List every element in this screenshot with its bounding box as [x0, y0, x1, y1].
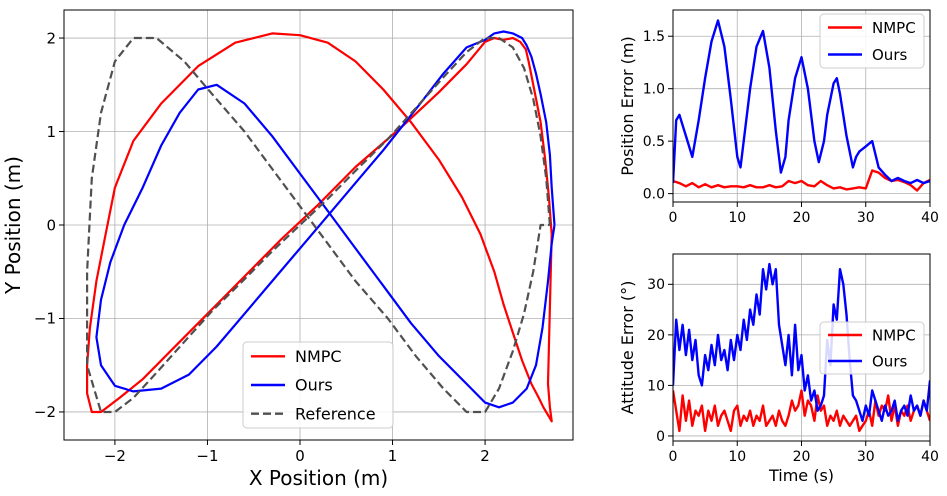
legend: NMPC Ours [819, 13, 925, 69]
legend-label-reference: Reference [295, 404, 376, 423]
x-tick-label: 10 [728, 449, 746, 465]
series-line-ours [673, 262, 930, 422]
series-line-ours [95, 30, 556, 409]
legend-label-ours: Ours [872, 352, 907, 370]
y-axis-label: Position Error (m) [618, 36, 637, 176]
y-axis-label: Y Position (m) [1, 156, 25, 295]
x-tick-label: 30 [857, 449, 875, 465]
x-tick-label: 40 [921, 449, 939, 465]
x-tick-label: 0 [295, 447, 305, 465]
x-tick-label: 20 [793, 210, 811, 226]
legend-label-nmpc: NMPC [872, 326, 916, 344]
y-tick-label: −1 [34, 310, 56, 328]
series-group [673, 19, 930, 192]
x-tick-label: 0 [669, 449, 678, 465]
y-tick-label: 20 [647, 328, 665, 344]
series-line-reference [85, 36, 551, 414]
legend-label-ours: Ours [872, 46, 907, 64]
legend-label-nmpc: NMPC [295, 347, 342, 366]
chart-attitude-error: 0 10 20 30 40 0 10 20 30 Time (s) Attitude Error (… [618, 253, 939, 485]
y-tick-label: 0 [46, 216, 56, 234]
x-axis-label: Time (s) [768, 466, 834, 485]
y-tick-label: 0 [656, 429, 665, 445]
legend-label-nmpc: NMPC [872, 19, 916, 37]
y-tick-label: 10 [647, 378, 665, 394]
y-tick-label: 0.0 [643, 187, 665, 203]
x-tick-label: −2 [104, 447, 126, 465]
y-tick-label: 1 [46, 123, 56, 141]
series-line-nmpc [673, 389, 930, 433]
chart-position-error: 0 10 20 30 40 0.0 0.5 1.0 1.5 Position Error (m) N… [618, 9, 939, 226]
series-group [673, 262, 930, 433]
legend: NMPC Ours Reference [242, 341, 394, 429]
y-tick-label: −2 [34, 403, 56, 421]
legend: NMPC Ours [819, 321, 925, 375]
legend-box [242, 341, 394, 429]
x-tick-label: 20 [793, 449, 811, 465]
x-tick-label: 30 [857, 210, 875, 226]
y-tick-label: 0.5 [643, 134, 665, 150]
y-tick-label: 30 [647, 277, 665, 293]
chart-trajectory: −2 −1 0 1 2 −2 −1 0 1 2 X Position (m) Y Position (… [1, 9, 574, 490]
series-line-ours [673, 19, 930, 185]
x-tick-label: 0 [669, 210, 678, 226]
x-tick-label: 10 [728, 210, 746, 226]
y-axis-label: Attitude Error (°) [618, 281, 637, 415]
y-tick-label: 1.0 [643, 82, 665, 98]
x-tick-label: −1 [196, 447, 218, 465]
y-tick-label: 2 [46, 29, 56, 47]
series-group [85, 30, 556, 423]
legend-label-ours: Ours [295, 376, 333, 395]
x-tick-label: 40 [921, 210, 939, 226]
x-tick-label: 2 [480, 447, 490, 465]
y-tick-label: 1.5 [643, 29, 665, 45]
x-tick-label: 1 [388, 447, 398, 465]
series-line-nmpc [673, 169, 930, 192]
x-axis-label: X Position (m) [249, 466, 388, 490]
